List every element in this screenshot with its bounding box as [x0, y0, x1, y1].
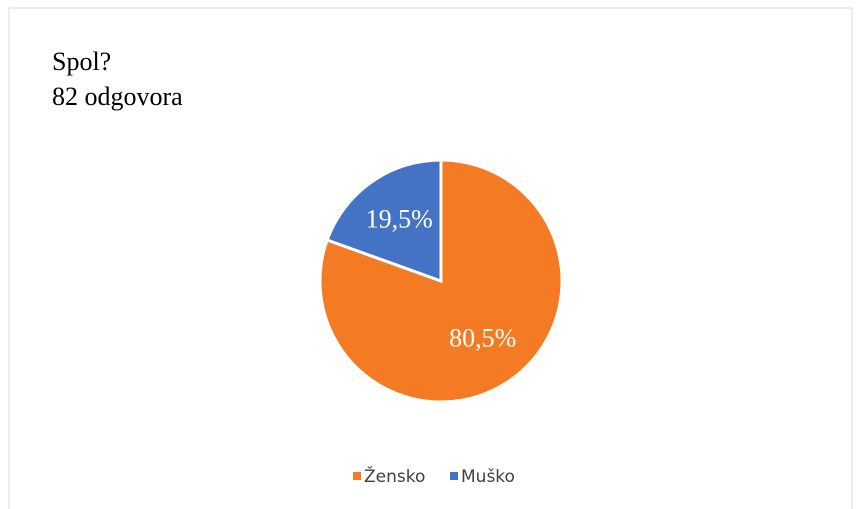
legend-swatch — [353, 472, 361, 480]
chart-subtitle: 82 odgovora — [52, 82, 183, 111]
data-label: 19,5% — [366, 205, 433, 234]
legend-label: Žensko — [364, 465, 425, 487]
chart-title: Spol? — [52, 47, 111, 76]
pie-slice — [325, 158, 443, 284]
legend-label: Muško — [461, 467, 515, 487]
legend-swatch — [450, 472, 458, 480]
data-label: 80,5% — [449, 323, 516, 352]
